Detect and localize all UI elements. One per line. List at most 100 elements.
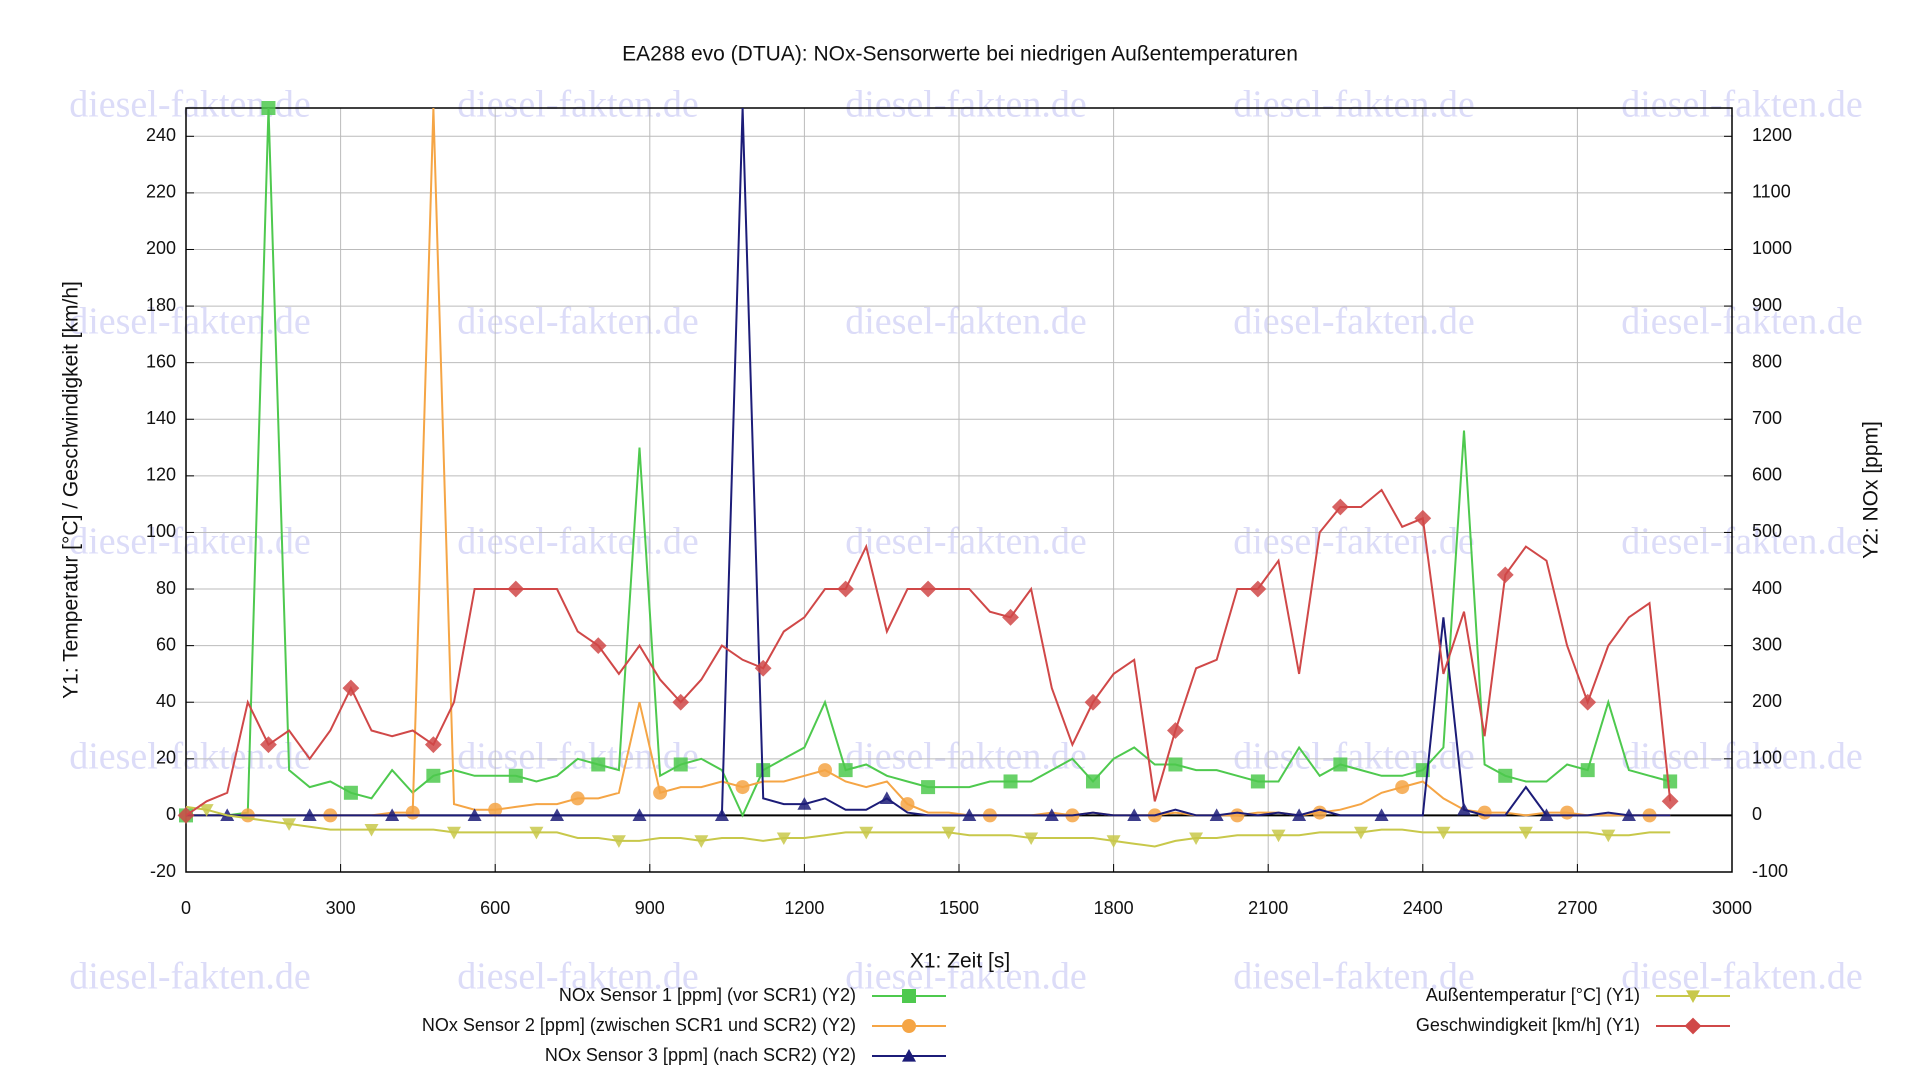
watermark: diesel-fakten.de [457, 84, 699, 126]
marker [424, 736, 442, 754]
marker [837, 580, 855, 598]
marker [405, 805, 420, 820]
marker [1457, 802, 1472, 816]
marker [364, 823, 379, 837]
marker [1167, 722, 1184, 739]
marker [672, 693, 690, 711]
y-tick-label: 220 [146, 182, 176, 202]
marker [1580, 763, 1595, 778]
marker [632, 808, 647, 822]
y-tick-label: 140 [146, 408, 176, 428]
watermark: diesel-fakten.de [1621, 736, 1863, 778]
marker [1374, 808, 1389, 822]
x-tick-label: 2100 [1248, 898, 1288, 918]
marker [1085, 774, 1100, 789]
series-line [185, 805, 1671, 848]
marker [426, 768, 441, 783]
marker [282, 818, 297, 831]
marker [488, 802, 503, 817]
marker [1084, 693, 1102, 711]
x-tick-label: 300 [326, 898, 356, 918]
x-tick-label: 3000 [1712, 898, 1752, 918]
marker [1496, 566, 1514, 584]
y-tick-label: 120 [146, 465, 176, 485]
marker [1230, 808, 1245, 823]
marker [797, 797, 812, 810]
marker [1312, 805, 1327, 820]
y2-tick-label: -100 [1752, 861, 1788, 881]
marker [1395, 780, 1410, 795]
legend-label: Geschwindigkeit [km/h] (Y1) [1416, 1015, 1640, 1035]
marker [919, 580, 937, 598]
watermark: diesel-fakten.de [457, 956, 699, 998]
marker [591, 757, 606, 772]
marker [859, 826, 874, 840]
y2-tick-label: 700 [1752, 408, 1782, 428]
x-tick-label: 2400 [1403, 898, 1443, 918]
y-tick-label: 40 [156, 691, 176, 711]
marker [714, 808, 729, 822]
marker [302, 808, 317, 822]
marker [1333, 757, 1348, 772]
watermark: diesel-fakten.de [845, 736, 1087, 778]
y2-tick-label: 100 [1752, 748, 1782, 768]
marker [1209, 808, 1224, 822]
marker [508, 768, 523, 783]
marker [1684, 1017, 1702, 1035]
marker [199, 804, 214, 817]
marker [1686, 990, 1700, 1003]
watermark: diesel-fakten.de [1621, 301, 1863, 343]
marker [902, 989, 916, 1003]
legend-label: Außentemperatur [°C] (Y1) [1426, 985, 1640, 1005]
marker [177, 807, 195, 824]
watermark: diesel-fakten.de [1233, 521, 1475, 563]
marker [735, 780, 750, 795]
legend-label: NOx Sensor 2 [ppm] (zwischen SCR1 und SC… [422, 1015, 856, 1035]
y2-tick-label: 300 [1752, 634, 1782, 654]
marker [1292, 808, 1307, 822]
marker [1003, 774, 1018, 789]
watermark: diesel-fakten.de [69, 956, 311, 998]
y2-tick-label: 800 [1752, 351, 1782, 371]
y2-tick-label: 0 [1752, 804, 1762, 824]
marker [673, 757, 688, 772]
watermark: diesel-fakten.de [1233, 301, 1475, 343]
marker [1601, 829, 1616, 843]
marker [589, 637, 607, 655]
marker [1127, 808, 1142, 822]
y2-tick-label: 1000 [1752, 238, 1792, 258]
y2-tick-label: 500 [1752, 521, 1782, 541]
marker [343, 785, 358, 800]
plot-frame [185, 107, 1733, 873]
marker [529, 826, 544, 840]
marker [611, 835, 626, 848]
marker [1518, 826, 1533, 840]
marker [507, 580, 525, 598]
watermark: diesel-fakten.de [69, 301, 311, 343]
watermark: diesel-fakten.de [1233, 736, 1475, 778]
x-tick-label: 1800 [1094, 898, 1134, 918]
watermark: diesel-fakten.de [69, 521, 311, 563]
x-tick-label: 1500 [939, 898, 979, 918]
marker [1436, 826, 1451, 840]
marker [1331, 498, 1349, 516]
watermark: diesel-fakten.de [457, 301, 699, 343]
y2-axis-label: Y2: NOx [ppm] [1860, 421, 1883, 559]
marker [902, 1049, 916, 1062]
y2-tick-label: 400 [1752, 578, 1782, 598]
marker [1621, 808, 1636, 822]
marker [570, 791, 585, 806]
x-tick-label: 0 [181, 898, 191, 918]
y-tick-label: -20 [150, 861, 176, 881]
y-axis-label: Y1: Temperatur [°C] / Geschwindigkeit [k… [60, 281, 83, 699]
marker [1560, 805, 1575, 820]
series-line [186, 107, 1671, 817]
marker [446, 826, 461, 840]
y-tick-label: 200 [146, 238, 176, 258]
watermark: diesel-fakten.de [1233, 84, 1475, 126]
watermark: diesel-fakten.de [845, 301, 1087, 343]
watermark: diesel-fakten.de [457, 736, 699, 778]
x-tick-label: 1200 [784, 898, 824, 918]
marker [1353, 826, 1368, 840]
watermark: diesel-fakten.de [845, 956, 1087, 998]
